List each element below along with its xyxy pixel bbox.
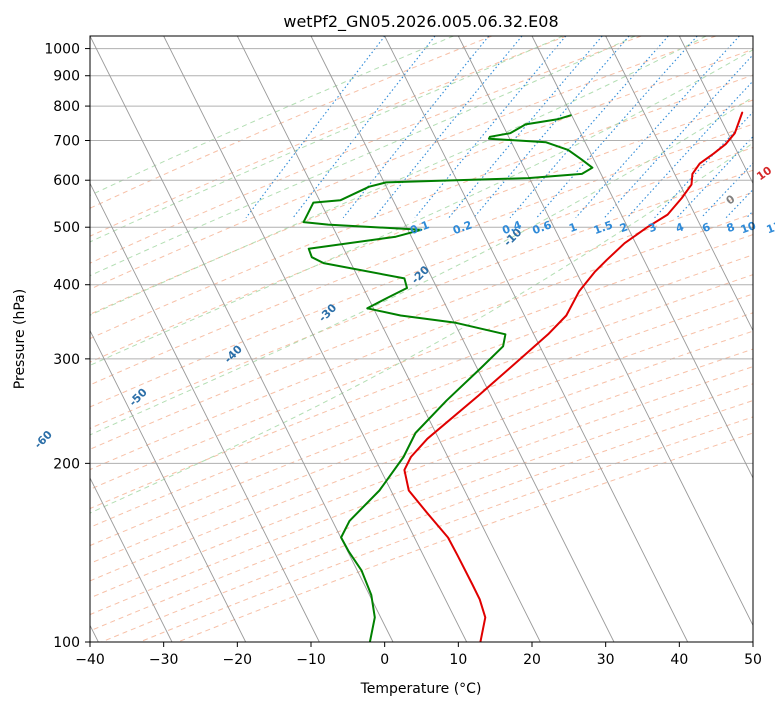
y-axis-label: Pressure (hPa) bbox=[12, 289, 28, 389]
y-tick-label: 500 bbox=[53, 220, 80, 236]
moist-adiabat-line bbox=[90, 36, 707, 316]
temperature-profile-line bbox=[403, 111, 744, 642]
axis-layer: −40 −30 −20 −10 0 10 20 30 40 50 1000 900 800 700 600 5… bbox=[44, 42, 762, 668]
dry-adiabat-line bbox=[90, 36, 492, 209]
mixing-ratio-label: 0.2 bbox=[451, 218, 474, 237]
x-tick-label: −20 bbox=[223, 652, 253, 668]
mixing-ratio-label: 6 bbox=[700, 220, 712, 235]
x-tick-label: −30 bbox=[149, 652, 179, 668]
y-tick-label: 800 bbox=[53, 99, 80, 115]
mixing-ratio-label: 1 bbox=[567, 220, 579, 235]
chart-title: wetPf2_GN05.2026.005.06.32.E08 bbox=[283, 12, 558, 32]
x-tick-label: 20 bbox=[523, 652, 541, 668]
y-tick-label: 300 bbox=[53, 352, 80, 368]
mixing-ratio-line bbox=[536, 36, 698, 219]
mixing-ratio-line bbox=[414, 36, 567, 219]
dry-adiabat-line bbox=[90, 312, 753, 564]
dry-adiabat-line bbox=[90, 383, 753, 632]
dry-adiabat-line bbox=[90, 146, 753, 408]
isotherm-line bbox=[678, 36, 753, 185]
y-tick-label: 900 bbox=[53, 69, 80, 85]
mixing-ratio-label: 8 bbox=[725, 220, 737, 235]
mixing-ratio-label: 0.1 bbox=[408, 218, 431, 237]
mixing-ratio-label: 2 bbox=[618, 220, 630, 235]
dry-adiabat-line bbox=[90, 123, 753, 386]
y-tick-label: 1000 bbox=[44, 42, 80, 58]
x-tick-label: 30 bbox=[597, 652, 615, 668]
moist-adiabat-line bbox=[90, 36, 454, 196]
moist-adiabat-line bbox=[90, 36, 636, 277]
isotherm-line bbox=[90, 476, 173, 642]
moist-adiabat-line bbox=[90, 49, 753, 366]
mixing-ratio-line bbox=[603, 53, 753, 219]
dry-adiabat-line bbox=[90, 330, 753, 582]
x-tick-label: 10 bbox=[449, 652, 467, 668]
mixing-ratio-line bbox=[676, 135, 753, 219]
isotherm-line bbox=[457, 36, 753, 627]
isotherm-line bbox=[236, 36, 541, 642]
y-tick-label: 600 bbox=[53, 173, 80, 189]
grid-layer bbox=[90, 36, 753, 642]
y-tick-label: 100 bbox=[53, 635, 80, 651]
y-tick-label: 200 bbox=[53, 456, 80, 472]
mixing-ratio-label: 0.6 bbox=[531, 218, 554, 237]
isotherm-line bbox=[384, 36, 689, 642]
isotherm-line bbox=[310, 36, 615, 642]
isotherm-line bbox=[90, 182, 320, 642]
mixing-ratio-line bbox=[342, 36, 490, 219]
dewpoint-profile-line bbox=[302, 114, 594, 642]
mixing-ratio-label: 3 bbox=[647, 220, 659, 235]
isotherm-line bbox=[605, 36, 753, 332]
y-tick-label: 400 bbox=[53, 278, 80, 294]
mixing-ratio-label: 0.4 bbox=[500, 218, 523, 237]
x-tick-label: −40 bbox=[75, 652, 105, 668]
mixing-ratio-line bbox=[654, 111, 753, 219]
mixing-ratio-line bbox=[575, 36, 740, 219]
x-tick-label: 40 bbox=[670, 652, 688, 668]
dry-adiabat-line bbox=[177, 432, 753, 642]
x-axis-label: Temperature (°C) bbox=[360, 681, 482, 697]
mixing-ratio-line bbox=[473, 36, 630, 219]
plot-background bbox=[90, 36, 753, 642]
x-tick-label: 0 bbox=[380, 652, 389, 668]
mixing-ratio-label: 1.5 bbox=[592, 218, 615, 237]
moist-adiabat-line bbox=[90, 142, 753, 514]
dry-adiabat-line bbox=[90, 254, 753, 510]
dry-adiabat-line bbox=[90, 36, 567, 237]
plot-frame bbox=[89, 35, 754, 643]
dry-adiabat-line bbox=[90, 348, 753, 599]
dry-adiabat-line bbox=[90, 293, 753, 547]
mixing-ratio-line bbox=[626, 80, 753, 219]
dry-adiabat-line bbox=[90, 99, 753, 363]
isotherm-line bbox=[163, 36, 468, 642]
mixing-ratio-line bbox=[373, 36, 523, 219]
data-layer bbox=[302, 111, 744, 642]
isotherm-line bbox=[531, 36, 753, 480]
moist-adiabat-line bbox=[90, 96, 753, 436]
x-tick-label: 50 bbox=[744, 652, 762, 668]
mixing-ratio-line bbox=[509, 36, 669, 219]
mixing-ratio-label: 4 bbox=[674, 220, 686, 235]
mixing-ratio-line bbox=[292, 36, 436, 219]
isotherm-line bbox=[90, 329, 247, 642]
y-tick-label: 700 bbox=[53, 133, 80, 149]
x-tick-label: −10 bbox=[296, 652, 326, 668]
mixing-ratio-label: 13 bbox=[765, 219, 775, 236]
